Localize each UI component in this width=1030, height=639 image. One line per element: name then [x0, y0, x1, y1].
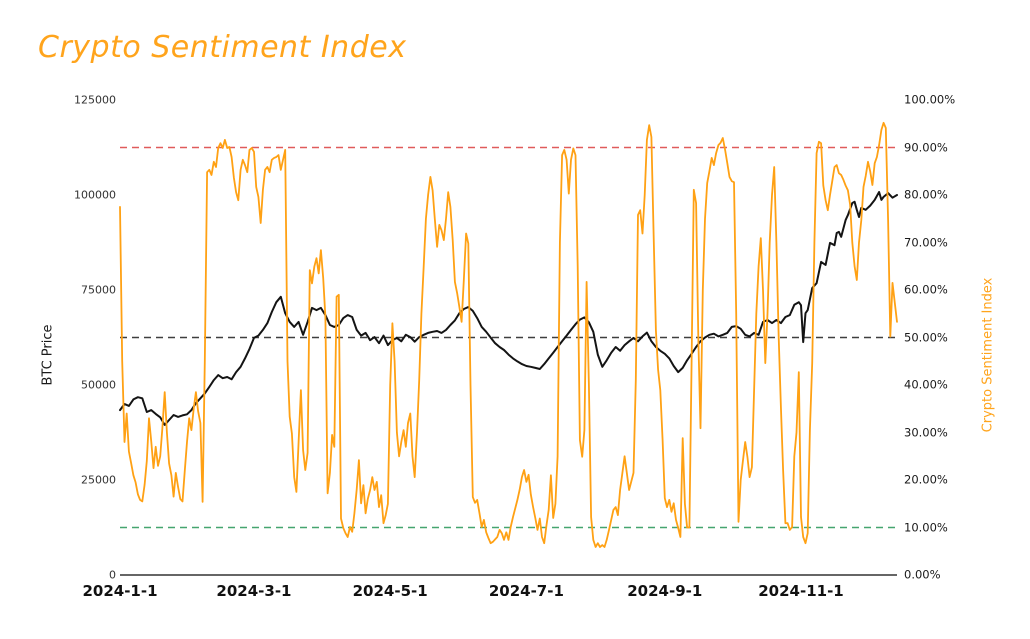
right-tick-80: 80.00%	[904, 187, 948, 202]
right-tick-100: 100.00%	[904, 92, 956, 107]
right-tick-40: 40.00%	[904, 377, 948, 392]
left-axis-title: BTC Price	[40, 324, 56, 386]
right-tick-60: 60.00%	[904, 282, 948, 297]
left-tick-100000: 100000	[74, 188, 116, 202]
right-tick-0: 0.00%	[904, 567, 941, 582]
right-tick-50: 50.00%	[904, 330, 948, 344]
guide-lines	[120, 146, 897, 529]
left-tick-0: 0	[109, 568, 116, 582]
x-tick-2024-11-1: 2024-11-1	[758, 582, 844, 600]
right-tick-10: 10.00%	[904, 520, 948, 534]
left-tick-75000: 75000	[81, 283, 116, 297]
x-tick-2024-7-1: 2024-7-1	[488, 582, 564, 600]
x-tick-2024-5-1: 2024-5-1	[352, 582, 428, 600]
x-tick-2024-9-1: 2024-9-1	[627, 582, 703, 600]
sentiment-line	[119, 121, 898, 548]
x-tick-2024-3-1: 2024-3-1	[216, 582, 292, 600]
right-tick-70: 70.00%	[904, 235, 948, 249]
right-axis-title: Crypto Sentiment Index	[980, 277, 996, 433]
right-tick-30: 30.00%	[904, 425, 948, 439]
x-tick-2024-1-1: 2024-1-1	[82, 582, 158, 600]
series-lines	[119, 121, 898, 548]
right-tick-90: 90.00%	[904, 140, 948, 154]
left-tick-50000: 50000	[81, 378, 116, 392]
left-tick-25000: 25000	[81, 473, 116, 487]
page-title: Crypto Sentiment Index	[38, 30, 407, 65]
right-tick-20: 20.00%	[904, 472, 948, 487]
left-tick-125000: 125000	[74, 93, 116, 107]
btc-price-line	[119, 191, 898, 426]
